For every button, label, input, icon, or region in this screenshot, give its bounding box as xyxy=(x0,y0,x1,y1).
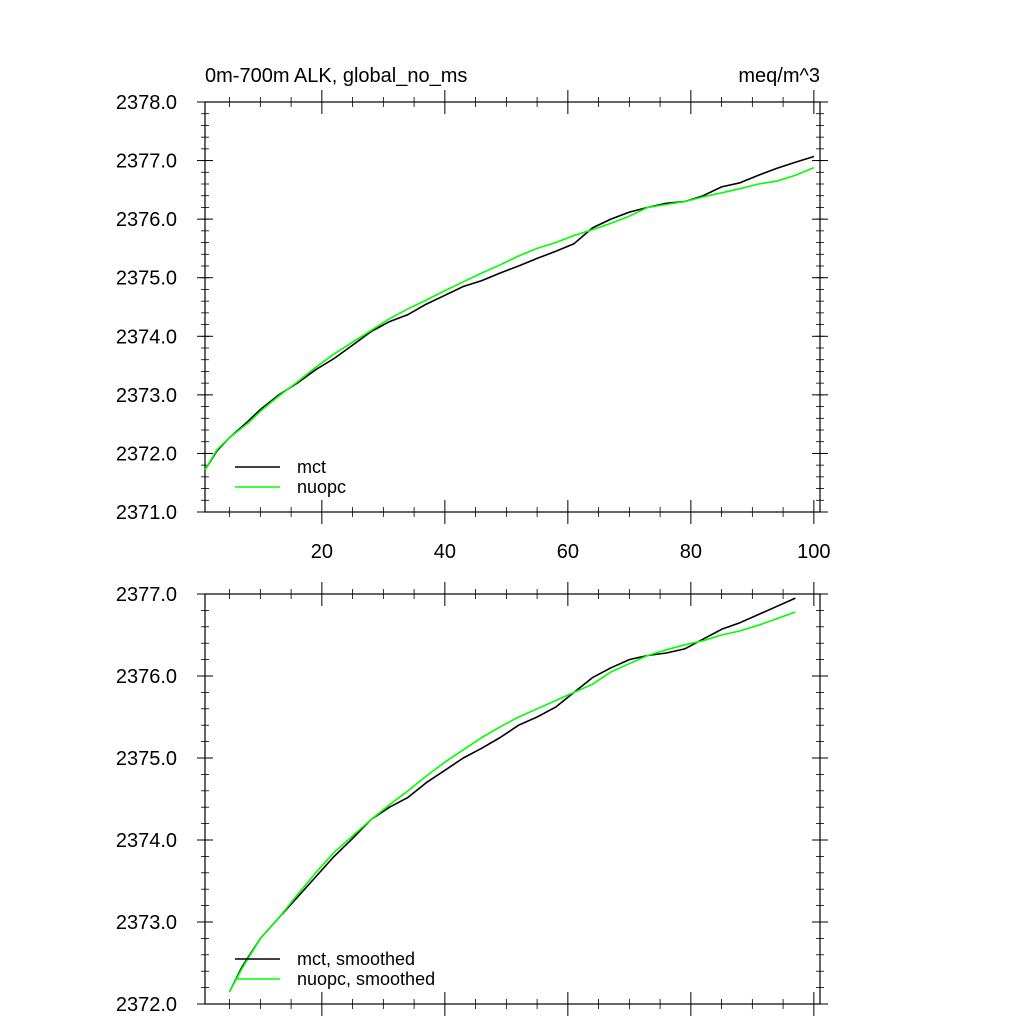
y-tick-label: 2374.0 xyxy=(116,326,177,348)
legend-label: mct, smoothed xyxy=(297,949,415,969)
chart-title-left: 0m-700m ALK, global_no_ms xyxy=(205,65,467,87)
legend-label: mct xyxy=(297,457,326,477)
x-tick-label: 40 xyxy=(434,541,456,563)
legend-label: nuopc, smoothed xyxy=(297,969,435,989)
y-tick-label: 2371.0 xyxy=(116,502,177,524)
y-tick-label: 2373.0 xyxy=(116,385,177,407)
y-tick-label: 2373.0 xyxy=(116,912,177,934)
y-tick-label: 2377.0 xyxy=(116,584,177,606)
y-tick-label: 2377.0 xyxy=(116,151,177,173)
x-tick-label: 20 xyxy=(311,541,333,563)
y-tick-label: 2375.0 xyxy=(116,748,177,770)
series-line-nuopc xyxy=(204,166,815,471)
y-tick-label: 2375.0 xyxy=(116,268,177,290)
x-tick-label: 60 xyxy=(557,541,579,563)
plot-frame xyxy=(204,593,821,1005)
x-tick-label: 80 xyxy=(680,541,702,563)
series-line-mct-smoothed xyxy=(228,597,796,993)
x-tick-label: 100 xyxy=(797,541,830,563)
y-tick-label: 2376.0 xyxy=(116,666,177,688)
y-tick-label: 2378.0 xyxy=(116,92,177,114)
y-tick-label: 2372.0 xyxy=(116,994,177,1016)
chart-title-right: meq/m^3 xyxy=(738,65,820,87)
y-tick-label: 2374.0 xyxy=(116,830,177,852)
plot-frame xyxy=(204,101,821,513)
legend-label: nuopc xyxy=(297,477,346,497)
series-line-mct xyxy=(204,155,815,471)
series-line-nuopc-smoothed xyxy=(228,611,796,993)
plot-panel-2: 2372.0 2373.0 2374.0 2375.0 2376.0 2377.0 mct,… xyxy=(116,582,828,1016)
y-tick-label: 2376.0 xyxy=(116,209,177,231)
plot-panel-1: 2371.0 2372.0 2373.0 2374.0 2375.0 2376.0 2377… xyxy=(116,65,831,563)
y-tick-label: 2372.0 xyxy=(116,443,177,465)
